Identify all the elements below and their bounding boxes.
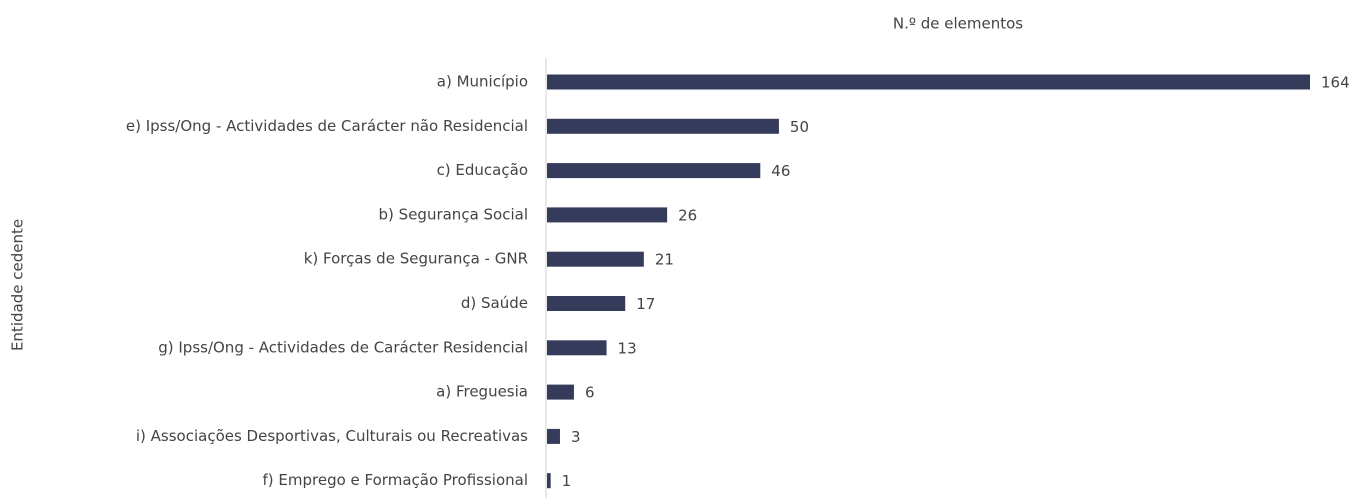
y-tick-label: c) Educação [437,161,528,179]
y-tick-label: g) Ipss/Ong - Actividades de Carácter Re… [158,338,528,356]
bar [547,74,1310,90]
y-tick-label: i) Associações Desportivas, Culturais ou… [136,427,528,445]
data-label: 164 [1321,74,1350,92]
bar [547,428,560,444]
data-label: 21 [655,251,674,269]
data-label: 1 [562,472,572,490]
data-label: 50 [790,118,809,136]
bar [547,251,644,267]
bar [547,384,574,400]
bar [547,296,626,311]
data-label: 6 [585,384,595,402]
data-label: 3 [571,428,581,446]
y-tick-label: f) Emprego e Formação Profissional [263,471,529,489]
y-axis-label: Entidade cedente [9,219,27,351]
bar [547,207,668,223]
y-tick-label: d) Saúde [461,294,528,312]
data-label: 13 [618,339,637,357]
y-tick-label: k) Forças de Segurança - GNR [304,250,528,268]
y-tick-label: a) Município [437,73,528,91]
data-label: 26 [678,206,697,224]
chart-title: N.º de elementos [893,15,1023,33]
bar [547,340,607,356]
data-label: 17 [636,295,655,313]
bar [547,163,761,179]
bar [547,473,551,489]
bar [547,118,779,134]
y-tick-label: b) Segurança Social [379,205,528,223]
data-label: 46 [771,162,790,180]
y-tick-label: e) Ipss/Ong - Actividades de Carácter nã… [126,117,528,135]
y-tick-label: a) Freguesia [436,383,528,401]
